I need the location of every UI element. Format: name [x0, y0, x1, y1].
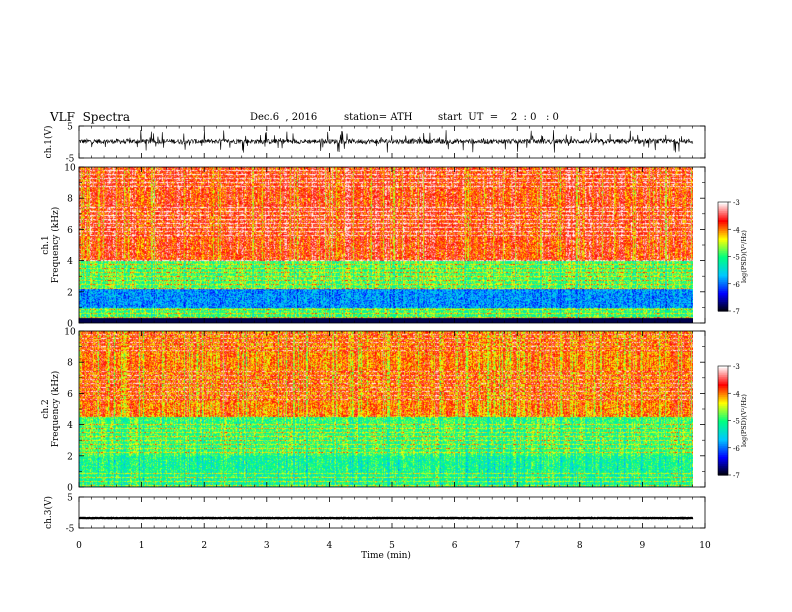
- colorbar-tick-label: -5: [733, 418, 740, 426]
- colorbar-label: log(PSD)(V²/Hz): [740, 230, 748, 283]
- date-label: Dec.6 , 2016: [250, 112, 318, 123]
- y-tick-label: 6: [67, 390, 73, 400]
- ch1-waveform-panel: 5 -5 ch.1(V): [43, 123, 706, 165]
- y-tick-label: 2: [67, 288, 73, 298]
- start-time-label: start UT = 2 : 0 : 0: [438, 112, 559, 123]
- x-tick-label: 9: [640, 541, 646, 551]
- y-tick-label: 5: [67, 494, 73, 504]
- y-tick-label: 10: [64, 164, 76, 174]
- y-tick-label: 10: [64, 328, 76, 338]
- x-tick-label: 3: [264, 541, 270, 551]
- y-axis-label: ch.1(V): [43, 126, 54, 159]
- ch1-spectrogram-colorbar: -3 -4 -5 -6 -7 log(PSD)(V²/Hz): [717, 199, 748, 316]
- y-tick-label: 5: [67, 123, 73, 133]
- y-tick-label: -5: [66, 525, 75, 535]
- y-tick-label: 4: [67, 421, 73, 431]
- x-tick-label: 5: [389, 541, 395, 551]
- colorbar-tick-label: -6: [733, 445, 740, 453]
- colorbar-label: log(PSD)(V²/Hz): [740, 394, 748, 447]
- ch2-spectrogram-colorbar: -3 -4 -5 -6 -7 log(PSD)(V²/Hz): [717, 363, 748, 480]
- colorbar-tick-label: -4: [733, 226, 740, 234]
- x-axis: 0 1 2 3 4 5 6 7 8 9 10 Time (min): [76, 541, 711, 561]
- colorbar-tick-label: -4: [733, 390, 740, 398]
- ch3-waveform-trace: [78, 516, 694, 520]
- y-axis-label: Frequency (kHz): [50, 207, 61, 284]
- y-tick-label: 6: [67, 226, 73, 236]
- colorbar-tick-label: -6: [733, 281, 740, 289]
- figure-title: VLF Spectra: [50, 110, 131, 124]
- x-tick-label: 2: [201, 541, 207, 551]
- y-axis-label: ch.1: [41, 235, 51, 254]
- y-axis-label: ch.2: [41, 399, 51, 418]
- x-tick-label: 6: [452, 541, 458, 551]
- y-axis-label: ch.3(V): [43, 496, 54, 529]
- colorbar-tick-label: -7: [733, 472, 740, 480]
- x-tick-label: 4: [327, 541, 333, 551]
- x-tick-label: 0: [76, 541, 82, 551]
- y-tick-label: -5: [66, 155, 75, 165]
- station-label: station= ATH: [344, 112, 413, 123]
- colorbar-tick-label: -3: [733, 199, 740, 207]
- y-tick-label: 4: [67, 257, 73, 267]
- y-axis-label: Frequency (kHz): [50, 371, 61, 448]
- ch2-spectrogram-image: [79, 331, 693, 487]
- ch1-spectrogram-image: [79, 167, 693, 323]
- y-tick-label: 0: [67, 320, 73, 330]
- x-tick-label: 8: [577, 541, 583, 551]
- y-tick-label: 8: [67, 195, 73, 205]
- colorbar-tick-label: -5: [733, 254, 740, 262]
- ch2-spectrogram-panel: -3 -4 -5 -6 -7 log(PSD)(V²/Hz) 10 8 6 4 2 0 ch.2 Freq…: [41, 328, 748, 494]
- y-tick-label: 0: [67, 484, 73, 494]
- y-tick-label: 8: [67, 359, 73, 369]
- colorbar-tick-label: -3: [733, 363, 740, 371]
- ch3-waveform-panel: 5 -5 ch.3(V): [43, 494, 706, 535]
- x-tick-label: 10: [699, 541, 711, 551]
- x-tick-label: 1: [139, 541, 145, 551]
- colorbar-tick-label: -7: [733, 308, 740, 316]
- ch1-waveform-trace: [78, 129, 694, 153]
- y-tick-label: 2: [67, 452, 73, 462]
- x-axis-label: Time (min): [361, 550, 411, 561]
- x-tick-label: 7: [514, 541, 520, 551]
- ch1-spectrogram-panel: -3 -4 -5 -6 -7 log(PSD)(V²/Hz) 10 8 6 4 2 0 ch.1 Freq…: [41, 164, 748, 330]
